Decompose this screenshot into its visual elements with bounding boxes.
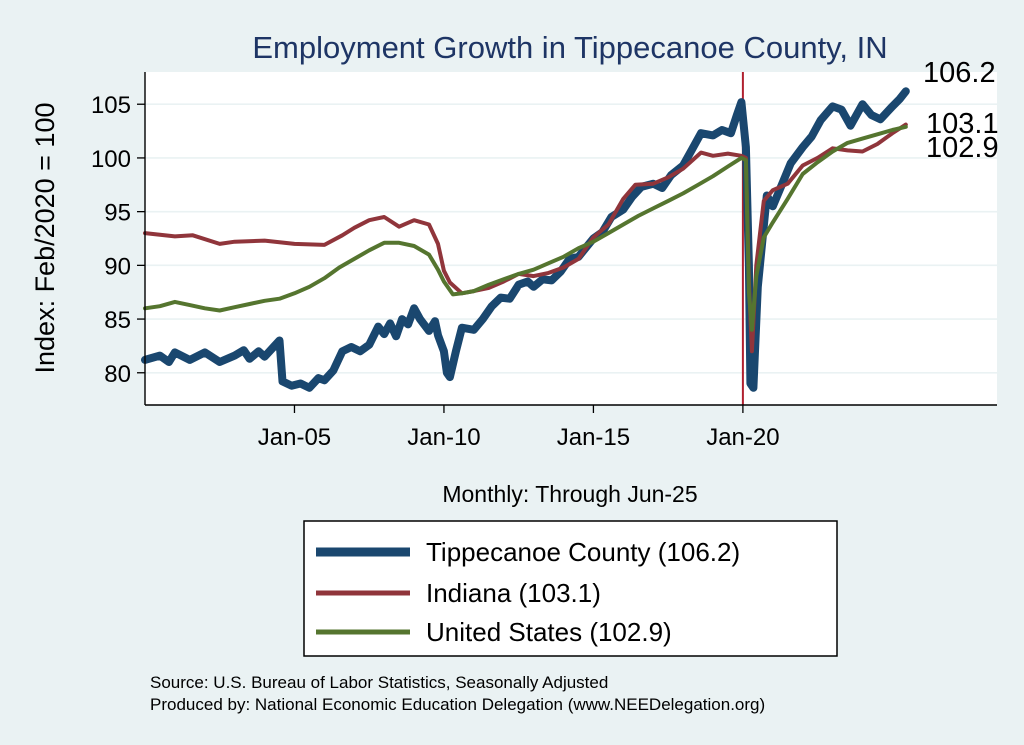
end-label-tippecanoe: 106.2 <box>923 57 996 89</box>
x-tick-label: Jan-20 <box>706 424 779 451</box>
legend-label-indiana: Indiana (103.1) <box>426 578 601 608</box>
axes: 80 85 90 95 100 105 Jan-05 Jan-10 Jan-15 Jan-20 <box>91 72 997 451</box>
series-line-tippecanoe <box>141 87 910 392</box>
chart-title: Employment Growth in Tippecanoe County, … <box>252 30 887 65</box>
x-tick-label: Jan-10 <box>407 424 480 451</box>
end-label-united-states: 102.9 <box>926 132 999 164</box>
legend-label-united-states: United States (102.9) <box>426 617 672 647</box>
source-note: Source: U.S. Bureau of Labor Statistics,… <box>150 673 608 692</box>
y-tick-label: 95 <box>104 200 131 227</box>
y-tick-label: 90 <box>104 253 131 280</box>
producer-note: Produced by: National Economic Education… <box>150 695 765 714</box>
y-tick-label: 105 <box>91 92 131 119</box>
x-tick-label: Jan-05 <box>258 424 331 451</box>
series-line-indiana <box>143 122 908 354</box>
plot-area <box>145 72 997 405</box>
y-tick-label: 85 <box>104 307 131 334</box>
series-line-united-states <box>143 124 908 332</box>
legend: Tippecanoe County (106.2) Indiana (103.1… <box>303 520 838 657</box>
end-label-indiana: 103.1 <box>926 108 999 140</box>
x-axis-label: Monthly: Through Jun-25 <box>442 481 697 507</box>
y-axis-label: Index: Feb/2020 = 100 <box>30 103 60 374</box>
y-tick-label: 80 <box>104 361 131 388</box>
y-tick-label: 100 <box>91 146 131 173</box>
series-lines <box>141 72 910 405</box>
legend-label-tippecanoe: Tippecanoe County (106.2) <box>426 537 740 567</box>
x-tick-label: Jan-15 <box>557 424 630 451</box>
